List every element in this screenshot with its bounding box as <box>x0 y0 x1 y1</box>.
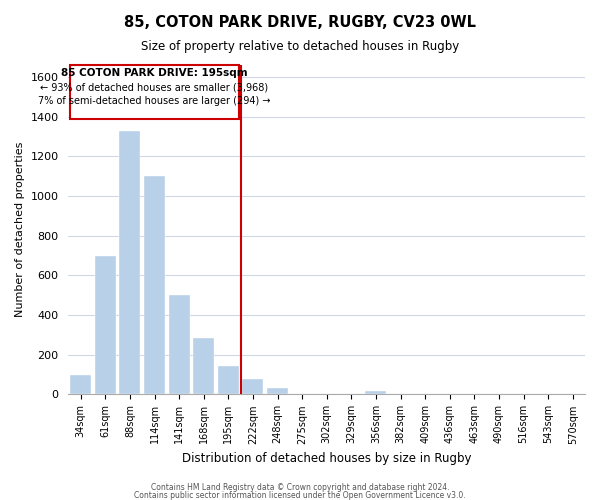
Text: Size of property relative to detached houses in Rugby: Size of property relative to detached ho… <box>141 40 459 53</box>
Bar <box>242 378 263 394</box>
Bar <box>119 132 140 394</box>
Text: 85 COTON PARK DRIVE: 195sqm: 85 COTON PARK DRIVE: 195sqm <box>61 68 247 78</box>
Bar <box>365 391 386 394</box>
Y-axis label: Number of detached properties: Number of detached properties <box>15 142 25 318</box>
Bar <box>267 388 288 394</box>
Bar <box>70 65 239 118</box>
Text: ← 93% of detached houses are smaller (3,968): ← 93% of detached houses are smaller (3,… <box>40 82 268 92</box>
Bar <box>95 256 116 394</box>
Text: 85, COTON PARK DRIVE, RUGBY, CV23 0WL: 85, COTON PARK DRIVE, RUGBY, CV23 0WL <box>124 15 476 30</box>
Text: Contains HM Land Registry data © Crown copyright and database right 2024.: Contains HM Land Registry data © Crown c… <box>151 483 449 492</box>
Bar <box>144 176 165 394</box>
Bar <box>169 295 190 394</box>
Text: 7% of semi-detached houses are larger (294) →: 7% of semi-detached houses are larger (2… <box>38 96 271 106</box>
Bar <box>193 338 214 394</box>
X-axis label: Distribution of detached houses by size in Rugby: Distribution of detached houses by size … <box>182 452 472 465</box>
Bar <box>70 374 91 394</box>
Bar <box>218 366 239 394</box>
Text: Contains public sector information licensed under the Open Government Licence v3: Contains public sector information licen… <box>134 490 466 500</box>
